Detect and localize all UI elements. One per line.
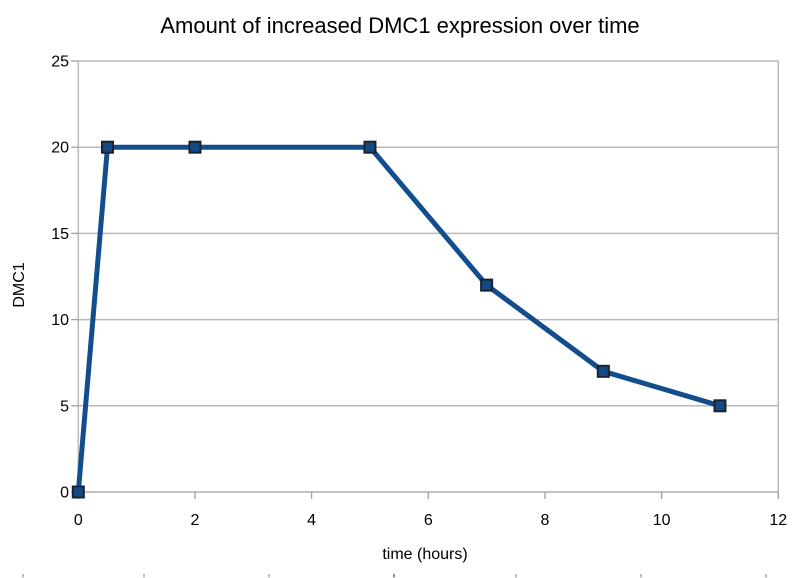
gridlines	[78, 60, 779, 493]
bottom-edge-mark	[515, 574, 517, 578]
y-tick-label: 25	[51, 54, 69, 71]
x-tick-label: 2	[191, 512, 200, 529]
bottom-edge-mark	[268, 574, 270, 578]
x-tick-label: 6	[424, 512, 433, 529]
x-tick-label: 4	[307, 512, 316, 529]
y-tick-label: 0	[60, 485, 69, 502]
y-tick-label: 20	[51, 140, 69, 157]
data-point-marker	[363, 140, 377, 154]
y-tick-label: 5	[60, 398, 69, 415]
bottom-edge-mark	[640, 574, 642, 578]
data-point-markers	[71, 140, 727, 499]
x-tick-label: 10	[653, 512, 671, 529]
data-point-marker	[71, 485, 85, 499]
bottom-edge-mark	[22, 574, 24, 578]
bottom-edge-mark	[143, 574, 145, 578]
y-tick-label: 15	[51, 226, 69, 243]
x-axis-title: time (hours)	[382, 546, 467, 563]
axis-ticks	[71, 60, 779, 499]
y-tick-label: 10	[51, 312, 69, 329]
data-point-marker	[188, 140, 202, 154]
bottom-edge-artifacts	[22, 574, 767, 578]
x-tick-label: 12	[769, 512, 787, 529]
y-axis-title: DMC1	[11, 262, 28, 307]
bottom-edge-mark	[393, 574, 395, 578]
data-point-marker	[596, 364, 610, 378]
data-point-marker	[480, 278, 494, 292]
data-point-marker	[100, 140, 114, 154]
x-tick-label: 8	[541, 512, 550, 529]
chart-title: Amount of increased DMC1 expression over…	[160, 13, 639, 38]
x-tick-label: 0	[74, 512, 83, 529]
bottom-edge-mark	[765, 574, 767, 578]
data-point-marker	[713, 399, 727, 413]
